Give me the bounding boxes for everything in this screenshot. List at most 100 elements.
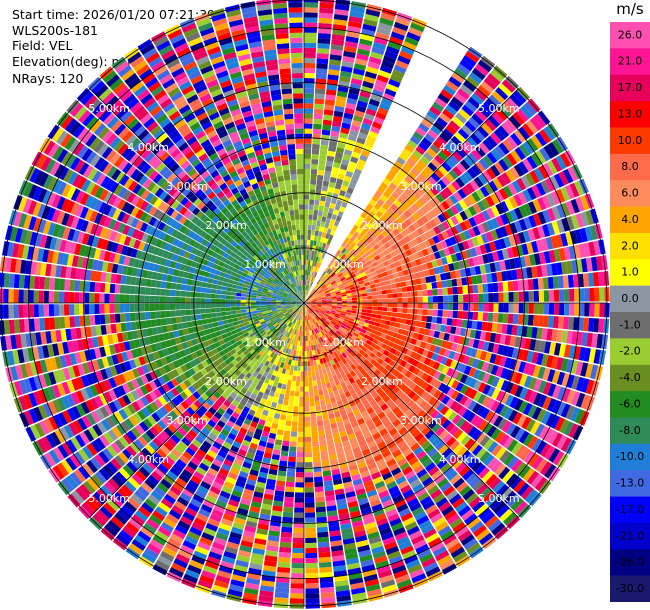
velocity-gate xyxy=(135,470,147,482)
velocity-gate xyxy=(332,120,342,128)
velocity-gate xyxy=(193,357,201,365)
velocity-gate xyxy=(219,490,231,499)
velocity-gate xyxy=(385,173,394,182)
velocity-gate xyxy=(396,579,412,589)
velocity-gate xyxy=(475,188,486,200)
velocity-gate xyxy=(311,350,316,356)
velocity-gate xyxy=(370,206,379,215)
velocity-gate xyxy=(382,328,389,335)
velocity-gate xyxy=(366,489,378,498)
velocity-gate xyxy=(245,390,253,398)
velocity-gate xyxy=(307,325,310,331)
velocity-gate xyxy=(330,291,336,295)
velocity-gate xyxy=(409,568,425,579)
velocity-gate xyxy=(489,262,497,273)
velocity-gate xyxy=(311,365,315,371)
velocity-gate xyxy=(349,577,364,585)
velocity-gate xyxy=(346,495,357,504)
velocity-gate xyxy=(323,109,334,116)
velocity-gate xyxy=(323,480,333,487)
velocity-gate xyxy=(171,448,182,459)
velocity-gate xyxy=(523,389,533,402)
velocity-gate xyxy=(248,340,255,346)
velocity-gate xyxy=(386,289,393,294)
velocity-gate xyxy=(382,271,389,277)
velocity-gate xyxy=(363,278,369,284)
velocity-gate xyxy=(438,373,446,382)
velocity-gate xyxy=(351,392,359,400)
velocity-gate xyxy=(346,395,354,403)
velocity-gate xyxy=(246,515,259,523)
velocity-gate xyxy=(305,330,308,336)
velocity-gate xyxy=(101,357,110,368)
velocity-gate xyxy=(413,539,427,550)
velocity-gate xyxy=(535,182,546,196)
velocity-gate xyxy=(467,96,481,109)
velocity-gate xyxy=(357,303,363,306)
velocity-gate xyxy=(158,396,167,406)
velocity-gate xyxy=(334,277,341,283)
velocity-gate xyxy=(382,55,396,65)
velocity-gate xyxy=(318,435,326,442)
velocity-gate xyxy=(338,316,345,321)
velocity-gate xyxy=(516,325,523,337)
velocity-gate xyxy=(336,306,342,309)
velocity-gate xyxy=(374,36,388,46)
velocity-gate xyxy=(128,543,143,556)
velocity-gate xyxy=(23,410,34,426)
velocity-gate xyxy=(305,310,308,316)
velocity-gate xyxy=(306,291,310,296)
velocity-gate xyxy=(408,232,416,241)
velocity-gate xyxy=(523,375,533,388)
velocity-gate xyxy=(232,423,241,432)
velocity-gate xyxy=(455,213,464,223)
velocity-gate xyxy=(533,253,541,265)
velocity-gate xyxy=(339,393,347,400)
velocity-gate xyxy=(319,445,328,452)
velocity-gate xyxy=(429,186,439,196)
velocity-gate xyxy=(306,345,309,352)
velocity-gate xyxy=(446,367,455,377)
velocity-gate xyxy=(312,271,316,277)
velocity-gate xyxy=(377,399,386,407)
velocity-gate xyxy=(547,207,556,222)
velocity-gate xyxy=(119,362,127,373)
velocity-gate xyxy=(330,171,338,179)
velocity-gate xyxy=(279,314,285,319)
velocity-gate xyxy=(555,357,564,371)
velocity-gate xyxy=(509,371,518,383)
velocity-gate xyxy=(566,389,576,404)
velocity-gate xyxy=(369,332,376,339)
velocity-gate xyxy=(424,221,433,231)
velocity-gate xyxy=(479,532,494,546)
velocity-gate xyxy=(527,404,538,418)
velocity-gate xyxy=(362,352,369,359)
velocity-gate xyxy=(261,331,267,337)
velocity-gate xyxy=(325,434,333,441)
velocity-gate xyxy=(502,470,515,483)
velocity-gate xyxy=(467,400,477,411)
velocity-gate xyxy=(386,440,397,450)
velocity-gate xyxy=(367,295,373,300)
velocity-gate xyxy=(318,164,325,171)
velocity-gate xyxy=(443,466,455,478)
velocity-gate xyxy=(146,362,154,372)
velocity-gate xyxy=(349,510,361,518)
velocity-gate xyxy=(103,391,113,403)
velocity-gate xyxy=(333,325,339,330)
velocity-gate xyxy=(404,434,414,444)
velocity-gate xyxy=(407,206,416,215)
velocity-gate xyxy=(56,397,67,411)
velocity-gate xyxy=(428,228,437,237)
velocity-gate xyxy=(402,550,416,560)
velocity-gate xyxy=(374,480,386,490)
velocity-gate xyxy=(279,546,292,553)
velocity-gate xyxy=(388,231,396,239)
velocity-gate xyxy=(318,231,323,237)
velocity-gate xyxy=(409,246,417,255)
velocity-gate xyxy=(368,387,376,395)
velocity-gate xyxy=(290,311,295,315)
velocity-gate xyxy=(441,230,450,240)
velocity-gate xyxy=(322,329,327,335)
velocity-gate xyxy=(457,353,466,363)
